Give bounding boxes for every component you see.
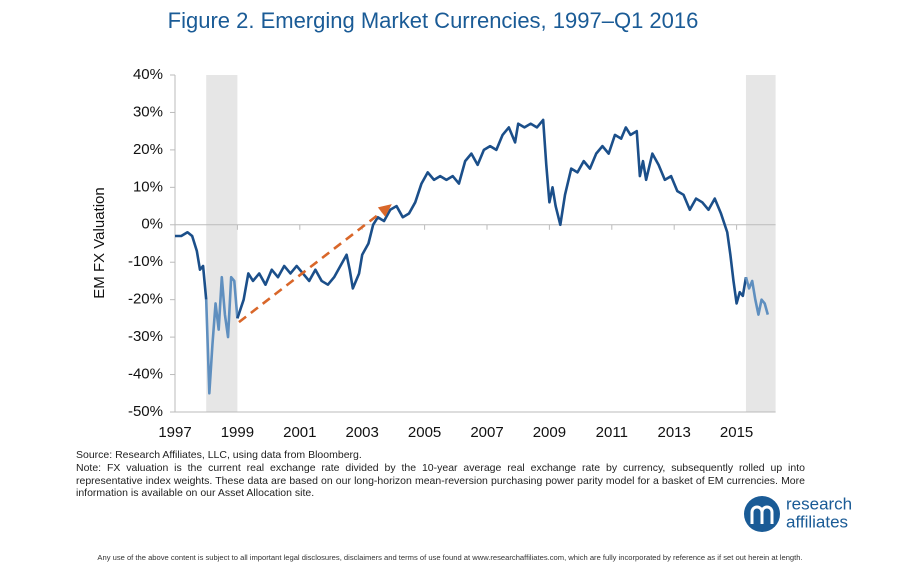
x-tick-label: 2009 — [533, 424, 566, 441]
series-line — [744, 276, 770, 316]
logo: research affiliates — [744, 494, 852, 532]
y-tick-label: -10% — [128, 253, 163, 270]
y-tick-label: -20% — [128, 291, 163, 308]
logo-icon — [750, 505, 774, 524]
series-line — [204, 275, 239, 395]
note: Note: FX valuation is the current real e… — [76, 462, 805, 499]
series-line — [236, 118, 748, 319]
y-tick-label: 20% — [133, 141, 163, 158]
y-axis-label: EM FX Valuation — [91, 187, 108, 298]
y-tick-label: 0% — [141, 216, 163, 233]
y-tick-label: -40% — [128, 366, 163, 383]
y-tick-label: 10% — [133, 178, 163, 195]
x-tick-label: 2003 — [346, 424, 379, 441]
source: Source: Research Affiliates, LLC, using … — [76, 449, 362, 461]
chart-title: Figure 2. Emerging Market Currencies, 19… — [168, 8, 699, 33]
y-tick-label: 40% — [133, 66, 163, 83]
x-tick-label: 1999 — [221, 424, 254, 441]
logo-text: research — [786, 494, 852, 513]
x-tick-label: 2013 — [658, 424, 691, 441]
x-tick-label: 2007 — [470, 424, 503, 441]
arrow-head — [377, 204, 392, 217]
x-tick-label: 2005 — [408, 424, 441, 441]
y-tick-label: -50% — [128, 403, 163, 420]
y-tick-label: 30% — [133, 103, 163, 120]
x-tick-label: 1997 — [158, 424, 191, 441]
arrow-shaft — [238, 211, 383, 324]
logo-text: affiliates — [786, 512, 848, 531]
disclaimer: Any use of the above content is subject … — [97, 553, 803, 562]
y-tick-label: -30% — [128, 328, 163, 345]
x-tick-label: 2015 — [720, 424, 753, 441]
series-line — [175, 230, 208, 300]
x-tick-label: 2011 — [596, 424, 628, 441]
shaded-range — [745, 75, 776, 412]
x-tick-label: 2001 — [283, 424, 316, 441]
